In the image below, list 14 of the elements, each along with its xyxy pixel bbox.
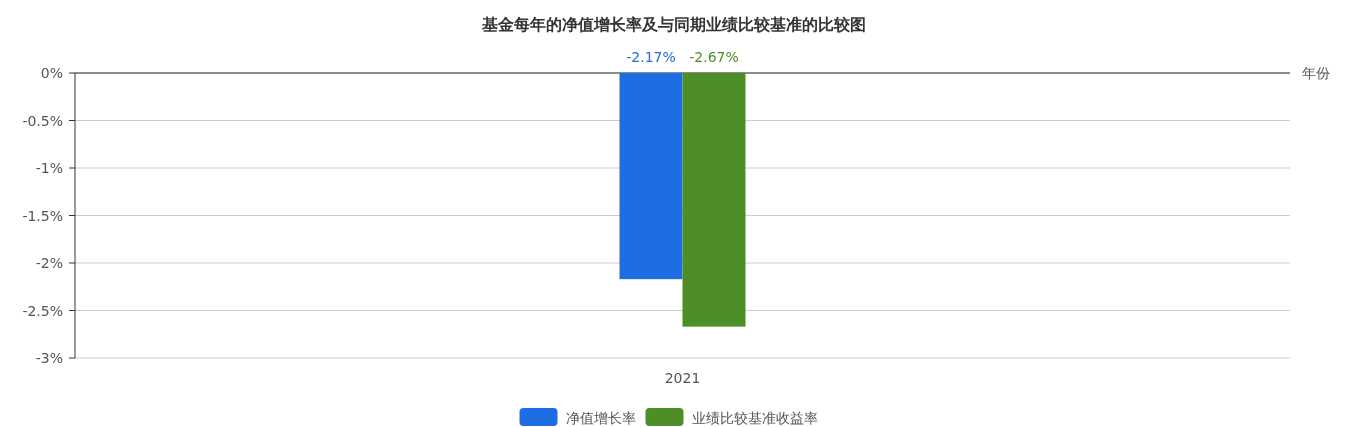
y-tick-label: -2.5% — [22, 302, 63, 319]
legend-label: 净值增长率 — [565, 410, 636, 426]
y-tick-label: 0% — [40, 65, 63, 81]
y-tick-label: -1.5% — [22, 207, 63, 224]
x-axis-title: 年份 — [1302, 65, 1330, 81]
data-label: -2.67% — [689, 49, 739, 65]
y-tick-label: -0.5% — [22, 112, 63, 129]
data-label: -2.17% — [626, 49, 676, 65]
x-tick-label: 2021 — [664, 370, 701, 386]
chart-title: 基金每年的净值增长率及与同期业绩比较基准的比较图 — [480, 15, 866, 34]
legend-label: 业绩比较基准收益率 — [691, 410, 818, 426]
y-tick-label: -3% — [35, 350, 63, 366]
y-tick-label: -1% — [35, 160, 63, 176]
y-tick-label: -2% — [35, 255, 63, 271]
